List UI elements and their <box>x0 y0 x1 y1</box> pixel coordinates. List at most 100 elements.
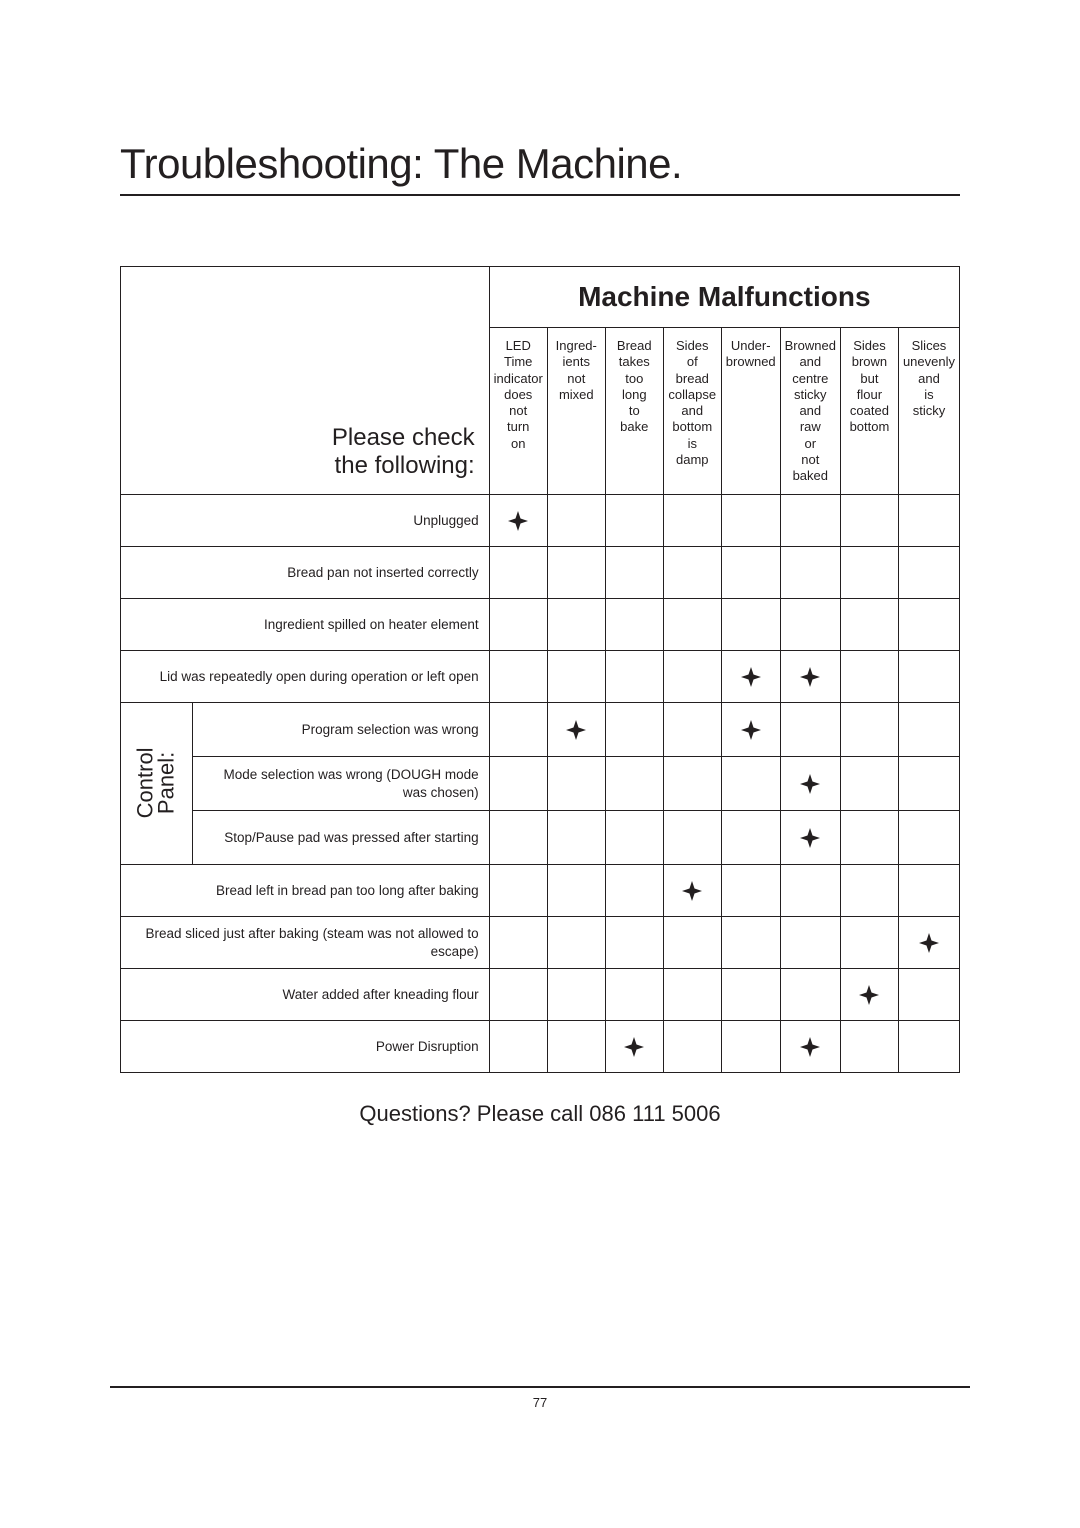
table-cell <box>721 651 780 703</box>
table-cell <box>547 865 605 917</box>
table-cell <box>840 917 898 969</box>
table-cell <box>547 599 605 651</box>
marker-icon <box>624 1037 644 1057</box>
table-cell <box>547 1021 605 1073</box>
marker-icon <box>508 511 528 531</box>
table-cell <box>489 495 547 547</box>
table-cell <box>840 495 898 547</box>
table-cell <box>780 865 840 917</box>
table-cell <box>840 547 898 599</box>
table-cell <box>840 703 898 757</box>
table-cell <box>721 599 780 651</box>
table-cell <box>721 865 780 917</box>
table-cell <box>721 757 780 811</box>
marker-icon <box>566 720 586 740</box>
table-cell <box>721 917 780 969</box>
marker-icon <box>859 985 879 1005</box>
table-cell <box>898 599 959 651</box>
row-label: Program selection was wrong <box>192 703 489 757</box>
table-cell <box>663 495 721 547</box>
table-cell <box>663 865 721 917</box>
table-cell <box>663 917 721 969</box>
malfunctions-header: Machine Malfunctions <box>489 267 959 328</box>
row-label: Bread left in bread pan too long after b… <box>121 865 490 917</box>
table-cell <box>605 811 663 865</box>
table-cell <box>780 811 840 865</box>
table-cell <box>898 495 959 547</box>
table-cell <box>547 547 605 599</box>
table-cell <box>605 651 663 703</box>
column-header: Sidesbrownbutflourcoatedbottom <box>840 328 898 495</box>
footer-rule <box>110 1386 970 1388</box>
table-cell <box>840 811 898 865</box>
table-cell <box>898 651 959 703</box>
table-cell <box>840 1021 898 1073</box>
table-cell <box>898 917 959 969</box>
table-cell <box>489 703 547 757</box>
table-cell <box>780 703 840 757</box>
table-cell <box>898 547 959 599</box>
table-cell <box>840 865 898 917</box>
row-label: Bread pan not inserted correctly <box>121 547 490 599</box>
table-cell <box>840 757 898 811</box>
table-cell <box>605 969 663 1021</box>
table-cell <box>489 651 547 703</box>
table-cell <box>721 703 780 757</box>
table-cell <box>898 703 959 757</box>
table-cell <box>780 651 840 703</box>
table-cell <box>605 757 663 811</box>
table-cell <box>898 865 959 917</box>
table-cell <box>898 757 959 811</box>
table-cell <box>780 495 840 547</box>
check-header-line2: the following: <box>335 452 475 479</box>
table-cell <box>547 811 605 865</box>
table-cell <box>547 757 605 811</box>
table-cell <box>780 917 840 969</box>
table-cell <box>721 547 780 599</box>
table-cell <box>840 599 898 651</box>
row-label: Stop/Pause pad was pressed after startin… <box>192 811 489 865</box>
table-cell <box>780 1021 840 1073</box>
row-label: Water added after kneading flour <box>121 969 490 1021</box>
table-cell <box>898 1021 959 1073</box>
marker-icon <box>800 828 820 848</box>
table-cell <box>547 969 605 1021</box>
table-cell <box>663 811 721 865</box>
table-cell <box>489 969 547 1021</box>
table-cell <box>780 969 840 1021</box>
row-label: Ingredient spilled on heater element <box>121 599 490 651</box>
table-cell <box>840 969 898 1021</box>
marker-icon <box>800 774 820 794</box>
column-header: Brownedandcentrestickyandrawornotbaked <box>780 328 840 495</box>
check-header-line1: Please check <box>332 424 475 451</box>
table-cell <box>547 651 605 703</box>
row-label: Power Disruption <box>121 1021 490 1073</box>
page-title: Troubleshooting: The Machine. <box>120 140 960 196</box>
table-cell <box>547 495 605 547</box>
table-cell <box>605 599 663 651</box>
table-cell <box>605 1021 663 1073</box>
questions-text: Questions? Please call 086 111 5006 <box>120 1101 960 1127</box>
table-cell <box>489 547 547 599</box>
row-label: Mode selection was wrong (DOUGH mode was… <box>192 757 489 811</box>
column-header: Ingred-ientsnotmixed <box>547 328 605 495</box>
table-cell <box>663 651 721 703</box>
table-cell <box>780 547 840 599</box>
table-cell <box>489 865 547 917</box>
table-cell <box>605 547 663 599</box>
marker-icon <box>682 881 702 901</box>
table-cell <box>605 917 663 969</box>
table-cell <box>489 757 547 811</box>
marker-icon <box>919 933 939 953</box>
marker-icon <box>800 667 820 687</box>
row-label: Bread sliced just after baking (steam wa… <box>121 917 490 969</box>
row-label: Lid was repeatedly open during operation… <box>121 651 490 703</box>
control-panel-group-label: ControlPanel: <box>121 703 193 865</box>
page-number: 77 <box>0 1395 1080 1410</box>
table-cell <box>605 865 663 917</box>
table-cell <box>605 703 663 757</box>
table-cell <box>780 757 840 811</box>
table-cell <box>489 811 547 865</box>
table-cell <box>547 703 605 757</box>
check-header: Please check the following: <box>121 267 490 495</box>
